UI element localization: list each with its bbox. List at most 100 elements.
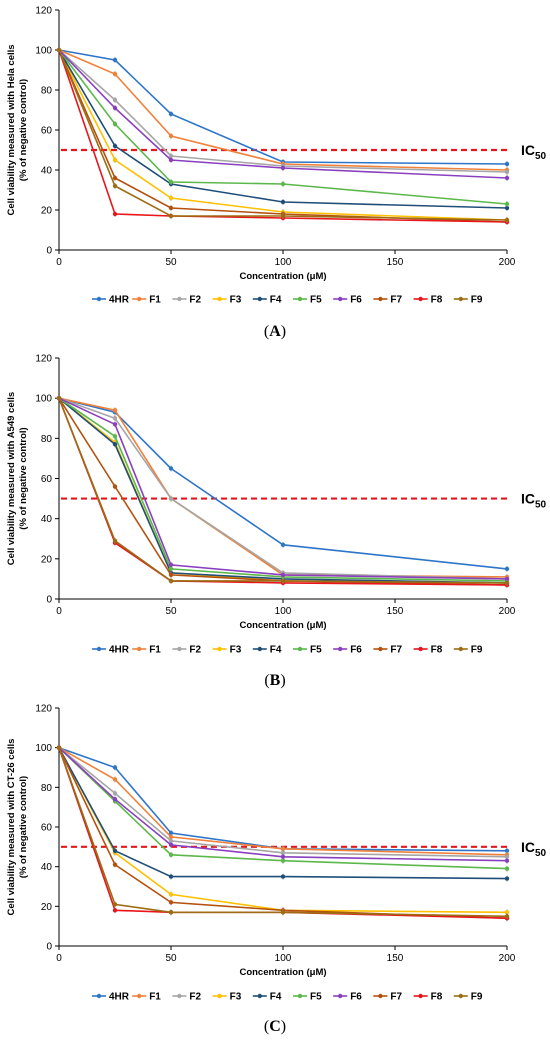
data-point	[168, 111, 174, 117]
legend-label: F2	[189, 295, 201, 306]
y-tick-label: 60	[41, 474, 53, 485]
panel-label: (B)	[264, 672, 285, 689]
data-point	[280, 858, 286, 863]
data-point	[280, 850, 286, 855]
series-line-f6	[58, 49, 508, 179]
legend-item-f2: F2	[172, 295, 202, 306]
data-point	[504, 876, 510, 881]
series-f9	[56, 47, 510, 223]
legend-item-f7: F7	[373, 295, 403, 306]
data-point	[280, 846, 286, 852]
legend-label: F8	[431, 645, 443, 656]
series-line-f7	[58, 747, 508, 919]
legend-item-f5: F5	[293, 992, 322, 1003]
legend-item-4hr: 4HR	[92, 645, 130, 656]
series-line-f8	[58, 397, 508, 586]
y-axis-title-line1: Cell viability measured with Hela cells	[6, 44, 17, 215]
data-point	[504, 910, 510, 915]
legend-swatch-marker	[217, 993, 222, 999]
series-line-4hr	[58, 746, 508, 852]
series-line-4hr	[58, 49, 508, 165]
series-4hr	[56, 395, 510, 572]
x-tick-label: 100	[275, 606, 292, 617]
data-point	[504, 576, 510, 582]
legend-swatch-marker	[297, 646, 303, 652]
y-tick-label: 80	[41, 86, 53, 97]
series-line-f3	[58, 397, 508, 584]
y-tick-label: 20	[41, 902, 53, 913]
y-tick-label: 40	[41, 166, 53, 177]
data-point	[168, 157, 174, 163]
legend-item-f8: F8	[413, 645, 443, 656]
series-line-f8	[58, 747, 508, 919]
x-tick-label: 0	[56, 953, 62, 964]
y-axis-title-line2: (% of negative control)	[18, 776, 29, 878]
legend-swatch-marker	[458, 993, 463, 999]
data-point	[168, 205, 174, 211]
panel-letter: B	[270, 672, 281, 689]
legend-swatch-marker	[458, 646, 463, 652]
data-point	[504, 914, 510, 919]
series-f2	[56, 745, 510, 860]
legend-label: F7	[390, 992, 402, 1003]
legend-label: F9	[471, 645, 483, 656]
data-point	[168, 874, 174, 879]
data-point	[280, 165, 286, 171]
y-tick-label: 0	[46, 942, 52, 953]
series-line-f9	[58, 747, 508, 918]
data-point	[112, 777, 118, 782]
y-tick-label: 20	[41, 554, 53, 565]
panel-label: (C)	[264, 1018, 286, 1035]
x-tick-label: 150	[387, 606, 404, 617]
data-point	[112, 422, 118, 427]
legend-label: F8	[431, 992, 443, 1003]
legend-item-f8: F8	[413, 295, 443, 306]
series-line-f6	[58, 397, 508, 580]
series-4hr	[56, 745, 510, 854]
legend-label: F6	[350, 992, 362, 1003]
data-point	[504, 201, 510, 207]
data-point	[168, 834, 174, 840]
legend-swatch-marker	[378, 993, 383, 999]
legend-swatch-marker	[257, 646, 262, 652]
series-line-f5	[58, 397, 508, 582]
legend-item-f9: F9	[453, 295, 483, 306]
data-point	[112, 538, 118, 543]
y-axis-title-line2: (% of negative control)	[18, 427, 29, 529]
series-f9	[56, 745, 510, 920]
data-point	[112, 211, 118, 217]
data-point	[112, 416, 118, 421]
panel-label: (A)	[264, 323, 286, 340]
x-tick-label: 50	[165, 257, 177, 268]
data-point	[112, 848, 118, 853]
data-point	[280, 854, 286, 859]
data-point	[112, 143, 118, 149]
series-f9	[56, 395, 510, 586]
legend-swatch-marker	[418, 296, 423, 302]
series-f3	[56, 47, 510, 223]
series-f3	[56, 745, 510, 916]
legend-item-f3: F3	[212, 295, 242, 306]
data-point	[168, 179, 174, 185]
series-line-f5	[58, 49, 508, 205]
data-point	[280, 199, 286, 205]
ic50-label: IC50	[521, 839, 547, 859]
series-f2	[56, 47, 510, 175]
series-line-f1	[58, 747, 508, 856]
data-point	[280, 181, 286, 187]
data-point	[280, 578, 286, 584]
legend-label: F5	[310, 992, 322, 1003]
data-point	[168, 153, 174, 159]
legend-item-f9: F9	[453, 992, 483, 1003]
legend-label: 4HR	[109, 992, 130, 1003]
data-point	[504, 866, 510, 871]
legend-swatch-marker	[217, 296, 222, 302]
legend-swatch-marker	[378, 296, 383, 302]
data-point	[168, 830, 174, 836]
legend-swatch-marker	[137, 296, 142, 302]
ic50-subscript: 50	[535, 500, 547, 511]
x-tick-label: 100	[275, 953, 292, 964]
legend-item-f8: F8	[413, 992, 443, 1003]
data-point	[168, 842, 174, 848]
